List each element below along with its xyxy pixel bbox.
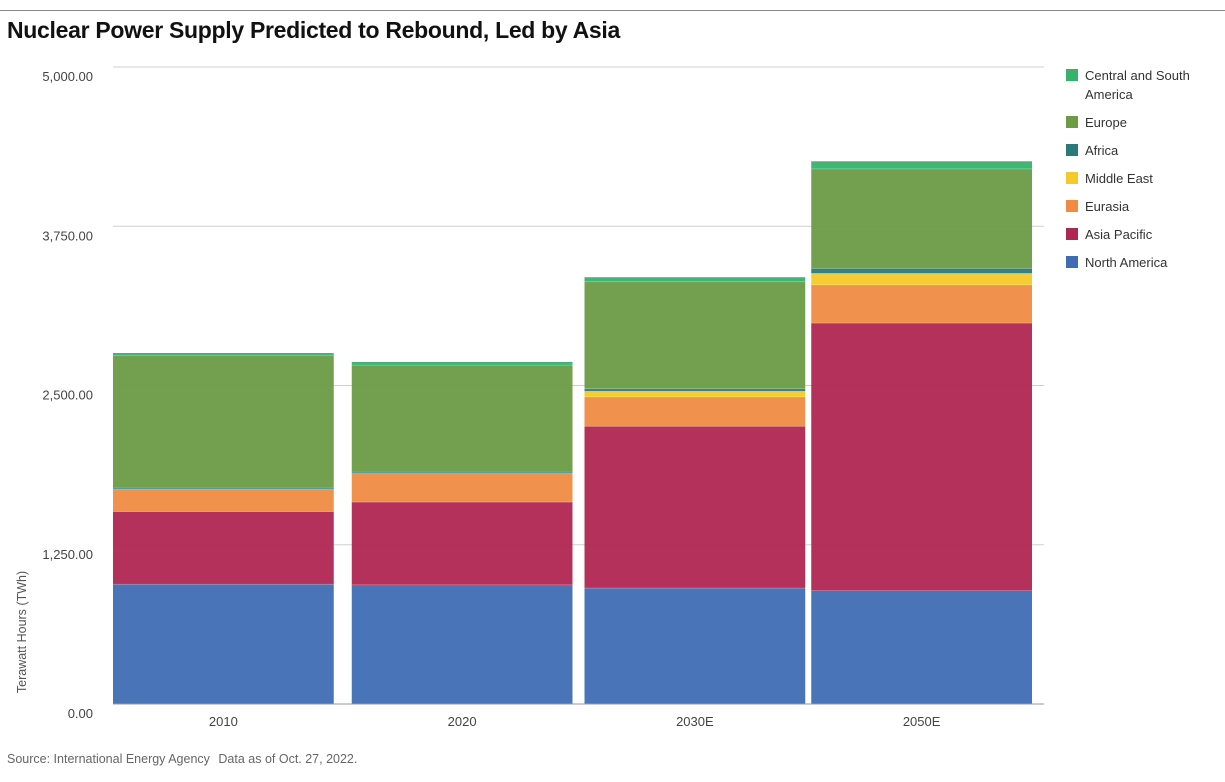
bar-segment bbox=[351, 584, 573, 704]
legend-label: Middle East bbox=[1085, 171, 1153, 186]
y-tick-label: 5,000.00 bbox=[42, 69, 93, 84]
bar-segment bbox=[584, 277, 806, 282]
bar-segment bbox=[113, 355, 334, 489]
bar-segment bbox=[584, 588, 806, 704]
y-axis-label: Terawatt Hours (TWh) bbox=[15, 571, 29, 693]
legend-item: Asia Pacific bbox=[1066, 225, 1216, 244]
bars bbox=[113, 161, 1032, 704]
bar-segment bbox=[584, 388, 806, 392]
x-tick-label: 2030E bbox=[676, 714, 714, 729]
y-tick-label: 1,250.00 bbox=[42, 547, 93, 562]
bar-segment bbox=[351, 361, 573, 366]
legend-label: Asia Pacific bbox=[1085, 227, 1153, 242]
bar-segment bbox=[351, 473, 573, 503]
bar-segment bbox=[811, 161, 1032, 169]
bar-segment bbox=[811, 273, 1032, 285]
x-tick-label: 2050E bbox=[903, 714, 941, 729]
y-tick-label: 2,500.00 bbox=[42, 388, 93, 403]
legend-swatch bbox=[1066, 228, 1078, 240]
bar-segment bbox=[351, 472, 573, 474]
y-tick-label: 3,750.00 bbox=[42, 228, 93, 243]
legend-item: Middle East bbox=[1066, 169, 1216, 188]
axes: 0.00 1,250.00 2,500.00 3,750.00 5,000.00 Tera… bbox=[15, 69, 1044, 729]
bar-segment bbox=[113, 353, 334, 356]
legend-item: North America bbox=[1066, 253, 1216, 272]
bar-segment bbox=[113, 489, 334, 512]
bar-segment bbox=[584, 396, 806, 427]
legend-label: Eurasia bbox=[1085, 199, 1130, 214]
legend-swatch bbox=[1066, 144, 1078, 156]
legend-label: Central and South America bbox=[1085, 68, 1190, 102]
top-rule bbox=[0, 10, 1225, 11]
legend-item: Central and South America bbox=[1066, 66, 1216, 104]
bar-segment bbox=[351, 365, 573, 473]
bar-segment bbox=[811, 268, 1032, 274]
bar-segment bbox=[113, 584, 334, 704]
legend-swatch bbox=[1066, 256, 1078, 268]
legend-label: Africa bbox=[1085, 143, 1119, 158]
x-tick-label: 2020 bbox=[448, 714, 477, 729]
legend-label: Europe bbox=[1085, 115, 1127, 130]
legend-swatch bbox=[1066, 116, 1078, 128]
legend-item: Europe bbox=[1066, 113, 1216, 132]
legend-item: Eurasia bbox=[1066, 197, 1216, 216]
source-text: Source: International Energy Agency bbox=[7, 752, 210, 766]
bar-segment bbox=[113, 488, 334, 490]
bar-segment bbox=[584, 281, 806, 389]
bar-segment bbox=[584, 426, 806, 589]
bar-segment bbox=[811, 590, 1032, 704]
bar-segment bbox=[113, 511, 334, 585]
bar-segment bbox=[811, 168, 1032, 269]
y-tick-label: 0.00 bbox=[68, 706, 93, 721]
bar-segment bbox=[811, 284, 1032, 324]
bar-segment bbox=[811, 323, 1032, 591]
legend-swatch bbox=[1066, 172, 1078, 184]
chart-title: Nuclear Power Supply Predicted to Reboun… bbox=[7, 17, 621, 43]
legend-item: Africa bbox=[1066, 141, 1216, 160]
bar-segment bbox=[351, 502, 573, 585]
legend: Central and South America Europe Africa Mid… bbox=[1066, 66, 1216, 281]
legend-label: North America bbox=[1085, 255, 1168, 270]
legend-swatch bbox=[1066, 69, 1078, 81]
source-note: Source: International Energy Agency Data… bbox=[7, 752, 362, 766]
legend-swatch bbox=[1066, 200, 1078, 212]
data-date-text: Data as of Oct. 27, 2022. bbox=[218, 752, 358, 766]
bar-segment bbox=[584, 391, 806, 397]
x-tick-label: 2010 bbox=[209, 714, 238, 729]
